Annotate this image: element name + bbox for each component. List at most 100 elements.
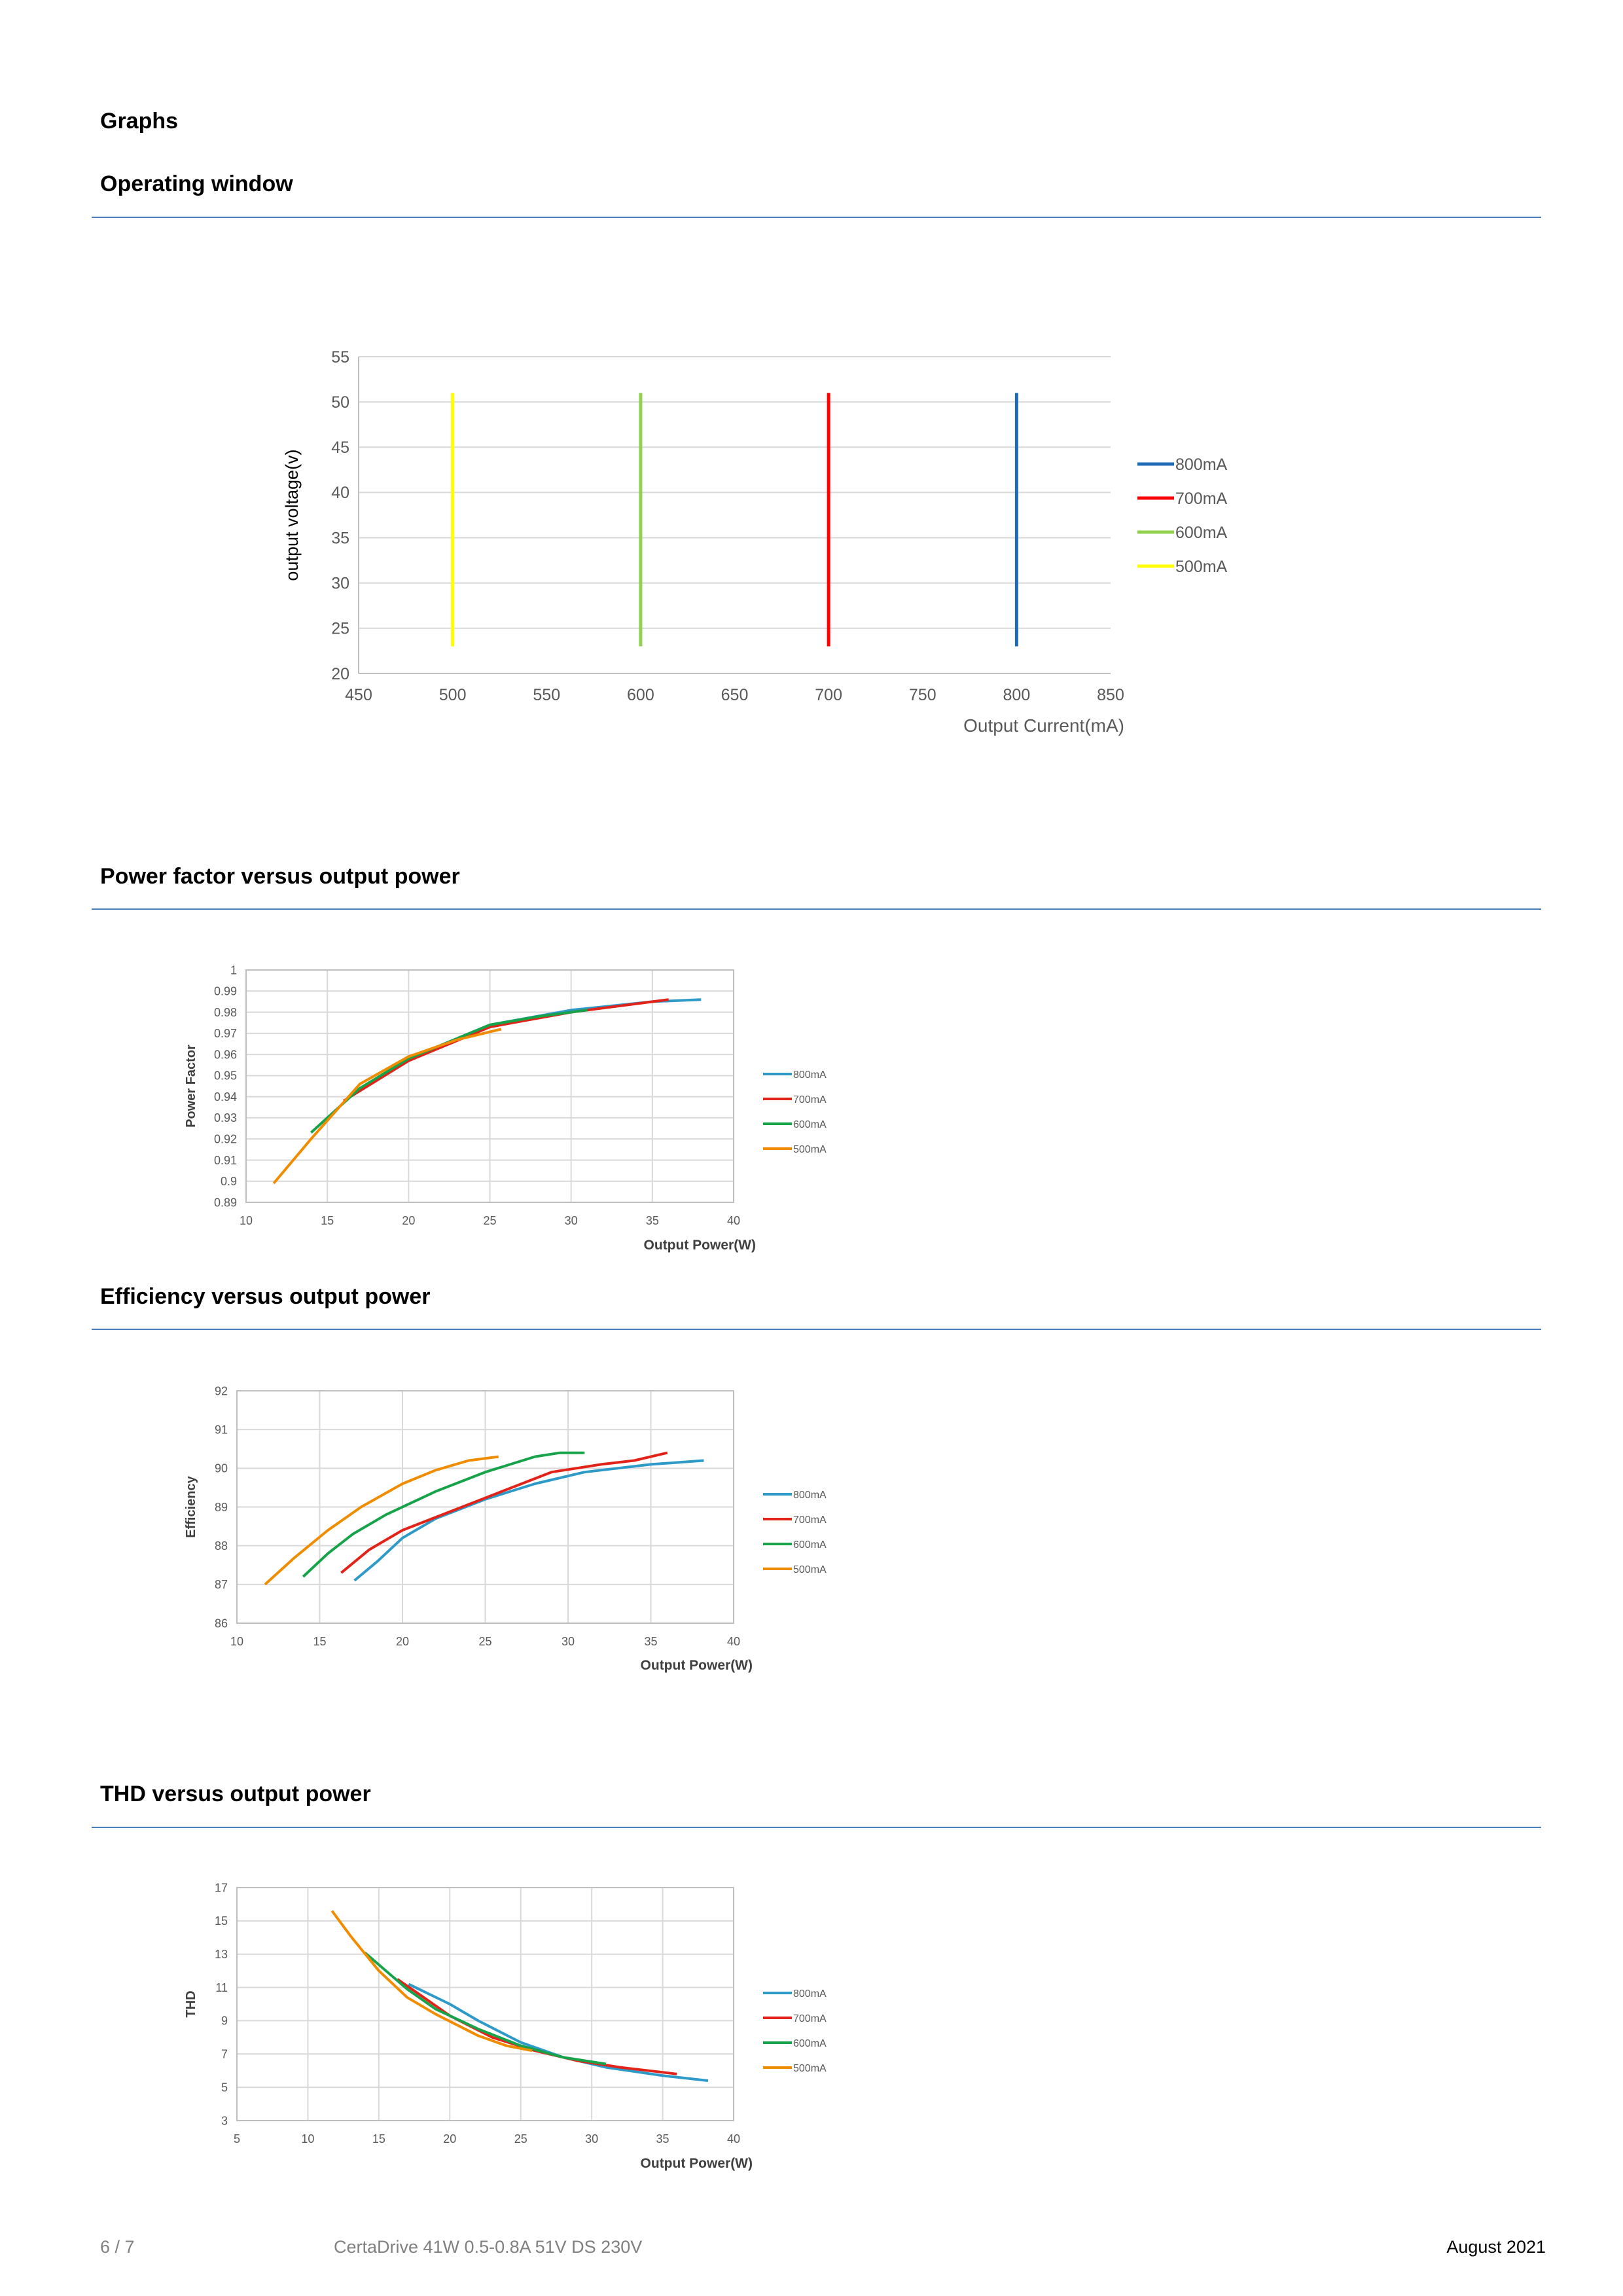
heading-operating-window: Operating window bbox=[100, 171, 293, 196]
x-tick-label: 35 bbox=[656, 2132, 669, 2145]
y-tick-label: 15 bbox=[215, 1914, 228, 1928]
series-line-500mA bbox=[330, 1910, 533, 2053]
heading-rule bbox=[92, 908, 1541, 910]
x-tick-label: 650 bbox=[721, 686, 749, 704]
x-tick-label: 25 bbox=[514, 2132, 527, 2145]
y-tick-label: 3 bbox=[221, 2114, 228, 2127]
legend-label: 500mA bbox=[793, 1564, 827, 1575]
y-tick-label: 0.99 bbox=[214, 985, 237, 998]
x-tick-label: 500 bbox=[439, 686, 467, 704]
x-tick-label: 10 bbox=[301, 2132, 314, 2145]
heading-rule bbox=[92, 217, 1541, 218]
x-tick-label: 10 bbox=[230, 1635, 243, 1648]
y-tick-label: 0.94 bbox=[214, 1090, 237, 1103]
x-tick-label: 15 bbox=[313, 1635, 326, 1648]
x-tick-label: 25 bbox=[483, 1214, 496, 1227]
x-tick-label: 550 bbox=[533, 686, 560, 704]
operating-window-chart: 20 25 30 35 40 45 50 55 450 500 550 600 650 700 750 800… bbox=[282, 348, 1228, 736]
y-tick-label: 0.97 bbox=[214, 1027, 237, 1040]
x-axis-title: Output Power(W) bbox=[641, 2156, 753, 2171]
y-tick-label: 0.98 bbox=[214, 1006, 237, 1019]
y-tick-label: 86 bbox=[215, 1617, 228, 1630]
y-tick-label: 91 bbox=[215, 1423, 228, 1436]
y-tick-label: 55 bbox=[331, 348, 349, 367]
x-tick-label: 30 bbox=[565, 1214, 578, 1227]
legend-label: 800mA bbox=[793, 1069, 827, 1081]
x-tick-label: 40 bbox=[727, 2132, 740, 2145]
y-axis-title: Power Factor bbox=[184, 1045, 198, 1128]
x-tick-label: 5 bbox=[234, 2132, 240, 2145]
legend-label: 600mA bbox=[793, 2038, 827, 2049]
y-tick-label: 1 bbox=[230, 963, 237, 977]
legend-label: 500mA bbox=[793, 2063, 827, 2074]
x-axis-title: Output Current(mA) bbox=[963, 715, 1124, 736]
y-tick-label: 0.9 bbox=[221, 1175, 237, 1188]
efficiency-chart: 86 87 88 89 90 91 92 10 15 20 25 30 35 40 Efficiency Ou… bbox=[184, 1384, 827, 1673]
x-tick-label: 20 bbox=[396, 1635, 409, 1648]
y-tick-label: 0.93 bbox=[214, 1111, 237, 1124]
series-line-700mA bbox=[396, 1978, 677, 2075]
x-tick-label: 25 bbox=[478, 1635, 491, 1648]
x-tick-label: 850 bbox=[1097, 686, 1124, 704]
y-axis-title: output voltage(v) bbox=[282, 449, 302, 581]
plot-area-border bbox=[236, 1887, 734, 2121]
heading-efficiency: Efficiency versus output power bbox=[100, 1284, 431, 1309]
x-tick-label: 40 bbox=[727, 1635, 740, 1648]
x-tick-label: 30 bbox=[585, 2132, 598, 2145]
legend-label: 600mA bbox=[793, 1539, 827, 1551]
heading-thd: THD versus output power bbox=[100, 1782, 371, 1806]
y-tick-label: 45 bbox=[331, 439, 349, 457]
x-tick-label: 40 bbox=[727, 1214, 740, 1227]
y-tick-label: 11 bbox=[215, 1981, 228, 1994]
y-tick-label: 35 bbox=[331, 529, 349, 547]
x-tick-label: 35 bbox=[644, 1635, 657, 1648]
heading-rule bbox=[92, 1827, 1541, 1828]
y-tick-label: 20 bbox=[331, 665, 349, 683]
legend-label: 700mA bbox=[1175, 490, 1228, 508]
x-tick-label: 10 bbox=[240, 1214, 253, 1227]
legend-label: 600mA bbox=[793, 1119, 827, 1130]
series-line-600mA bbox=[363, 1951, 607, 2066]
y-tick-label: 30 bbox=[331, 574, 349, 592]
y-tick-label: 5 bbox=[221, 2081, 228, 2094]
series-line-500mA bbox=[264, 1455, 499, 1586]
x-tick-label: 15 bbox=[372, 2132, 385, 2145]
y-tick-label: 87 bbox=[215, 1578, 228, 1591]
plot-area-border bbox=[245, 969, 734, 1203]
legend-label: 700mA bbox=[793, 2013, 827, 2024]
series-line-700mA bbox=[340, 1451, 668, 1574]
legend-label: 800mA bbox=[793, 1988, 827, 2000]
y-tick-label: 0.95 bbox=[214, 1069, 237, 1083]
y-tick-label: 40 bbox=[331, 484, 349, 502]
y-tick-label: 50 bbox=[331, 393, 349, 412]
y-axis-title: Efficiency bbox=[184, 1475, 198, 1537]
x-tick-label: 20 bbox=[402, 1214, 415, 1227]
x-tick-label: 15 bbox=[321, 1214, 334, 1227]
y-tick-label: 0.96 bbox=[214, 1048, 237, 1061]
section-title-graphs: Graphs bbox=[100, 109, 179, 134]
series-line-500mA bbox=[272, 1028, 502, 1185]
x-tick-label: 600 bbox=[627, 686, 654, 704]
power-factor-chart: 0.89 0.9 0.91 0.92 0.93 0.94 0.95 0.96 0.97 0.98 0… bbox=[184, 963, 827, 1253]
legend-label: 700mA bbox=[793, 1094, 827, 1105]
footer-product-name: CertaDrive 41W 0.5-0.8A 51V DS 230V bbox=[334, 2237, 643, 2257]
x-axis-title: Output Power(W) bbox=[644, 1238, 756, 1253]
legend-label: 700mA bbox=[793, 1515, 827, 1526]
x-tick-label: 800 bbox=[1003, 686, 1031, 704]
legend-label: 800mA bbox=[793, 1490, 827, 1501]
series-line-800mA bbox=[408, 1982, 709, 2082]
series-line-700mA bbox=[342, 998, 669, 1102]
y-tick-label: 90 bbox=[215, 1462, 228, 1475]
y-axis-title: THD bbox=[184, 1990, 198, 2017]
x-tick-label: 450 bbox=[345, 686, 372, 704]
legend-label: 600mA bbox=[1175, 524, 1228, 542]
y-tick-label: 7 bbox=[221, 2048, 228, 2061]
footer-page-number: 6 / 7 bbox=[100, 2237, 135, 2257]
y-tick-label: 25 bbox=[331, 620, 349, 638]
y-tick-label: 9 bbox=[221, 2015, 228, 2028]
y-tick-label: 0.91 bbox=[214, 1154, 237, 1167]
y-tick-label: 88 bbox=[215, 1539, 228, 1552]
x-tick-label: 35 bbox=[646, 1214, 659, 1227]
legend-label: 800mA bbox=[1175, 456, 1228, 474]
